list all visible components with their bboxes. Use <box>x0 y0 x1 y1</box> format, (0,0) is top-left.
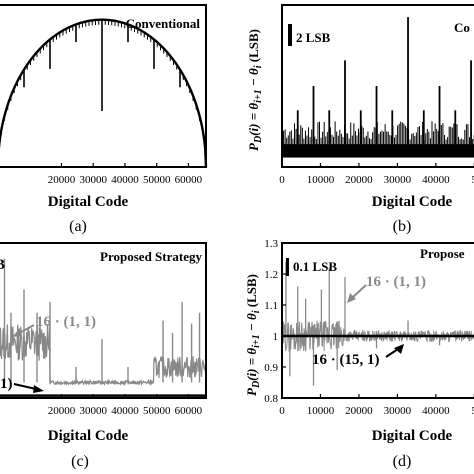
panel-b-xtick-label: 20000 <box>345 174 373 186</box>
panel-c: 20000 30000 40000 50000 60000 Proposed Strat… <box>0 242 207 444</box>
caption-b: (b) <box>393 218 412 235</box>
panel-d-xtick-label: 30000 <box>384 405 412 417</box>
panel-b-scale-label: 2 LSB <box>296 30 331 45</box>
panel-c-grey-series <box>0 324 207 387</box>
panel-b-frame <box>281 4 474 168</box>
panel-d-xtick-label: 20000 <box>345 405 373 417</box>
panel-c-xticks: 20000 30000 40000 50000 60000 <box>48 394 203 417</box>
panel-d-xtick-label: 40000 <box>422 405 450 417</box>
panel-d-scale-bar <box>286 258 289 276</box>
panel-c-arrow-black-head <box>33 385 44 393</box>
panel-b-xtick-label: 0 <box>279 174 285 186</box>
panel-d-xticks: 0 10000 20000 30000 40000 5 <box>279 394 474 417</box>
panel-b-scale-bar <box>288 24 292 46</box>
panel-d-frame <box>281 242 474 399</box>
panel-b-xtick-label: 5 <box>472 174 474 186</box>
panel-d-arrow-black <box>385 348 399 358</box>
panel-d-arrow-grey-head <box>347 293 356 303</box>
panel-b-ylabel: PD(i) = θi+1 − θi (LSB) <box>246 29 264 151</box>
panel-c-xtick-label: 40000 <box>111 405 139 417</box>
panel-a-envelope <box>0 18 208 168</box>
panel-c-arrow-grey-head <box>12 328 22 337</box>
panel-d-ytick-label: 0.8 <box>264 393 278 405</box>
panel-a-xtick-label: 20000 <box>48 174 76 186</box>
panel-d-xtick-label: 10000 <box>307 405 335 417</box>
panel-b: 0 10000 20000 30000 40000 5 2 LSB Co Digital … <box>246 4 474 210</box>
panel-d-scale-label: 0.1 LSB <box>293 259 337 274</box>
panel-d-ytick-label: 1.1 <box>264 300 278 312</box>
panel-a-xtick-label: 60000 <box>175 174 203 186</box>
panel-c-arrow-black <box>13 383 37 390</box>
panel-b-xtick-label: 30000 <box>384 174 412 186</box>
panel-b-bars <box>282 17 474 158</box>
panel-d-ytick-label: 1.3 <box>264 238 278 250</box>
panel-d-arrow-black-head <box>394 344 404 354</box>
panel-d-title: Propose <box>420 246 465 261</box>
panel-b-title: Co <box>454 20 470 35</box>
caption-c: (c) <box>71 453 89 470</box>
panel-d-annotation-black: 16 · (15, 1) <box>312 352 380 368</box>
panel-c-xlabel: Digital Code <box>48 428 129 444</box>
panel-c-corner-fragment: B <box>0 257 5 273</box>
panel-d-xtick-label: 5 <box>472 405 474 417</box>
panel-d-ytick-label: 0.9 <box>264 362 278 374</box>
panel-c-annotation-grey: 16 · (1, 1) <box>36 314 96 330</box>
panel-a-frame <box>0 4 207 168</box>
panel-d-ylabel: PD(i) = θi+1 − θi (LSB) <box>244 274 262 396</box>
panel-c-xtick-label: 20000 <box>48 405 76 417</box>
panel-d-ytick-label: 1.2 <box>264 269 278 281</box>
panel-a-xticks: 20000 30000 40000 50000 60000 <box>48 163 203 186</box>
panel-c-xtick-label: 30000 <box>79 405 107 417</box>
panel-b-xlabel: Digital Code <box>372 194 453 210</box>
caption-a: (a) <box>69 218 87 235</box>
panel-c-series <box>0 258 207 397</box>
panel-b-xticks: 0 10000 20000 30000 40000 5 <box>279 163 474 186</box>
panel-d: 0100002000030000400005 0.80.911.11.21.3 … <box>244 238 474 444</box>
panel-d-xlabel: Digital Code <box>372 428 453 444</box>
panel-a-title: Conventional <box>126 16 201 31</box>
panel-c-xtick-label: 60000 <box>175 405 203 417</box>
panel-b-baseline-band <box>282 144 474 158</box>
panel-a-xtick-label: 50000 <box>143 174 171 186</box>
panel-d-series <box>281 261 474 386</box>
panel-a-xtick-label: 30000 <box>79 174 107 186</box>
panel-d-ytick-label: 1 <box>273 331 279 343</box>
panel-c-frame <box>0 242 207 399</box>
panel-a-curve <box>0 18 208 168</box>
panel-c-annotation-black: 1) <box>0 376 13 392</box>
panel-d-xtick-label: 0 <box>279 405 285 417</box>
panel-c-xtick-label: 50000 <box>143 405 171 417</box>
panel-a-xtick-label: 40000 <box>111 174 139 186</box>
panel-d-grey-series <box>281 320 474 352</box>
panel-d-yticks: 0.8 0.9 1 1.1 1.2 1.3 <box>264 238 286 405</box>
panel-a: 20000 30000 40000 50000 60000 Conventional D… <box>0 4 208 210</box>
panel-d-arrow-grey <box>351 284 367 299</box>
panel-a-xlabel: Digital Code <box>48 194 129 210</box>
panel-b-xtick-label: 40000 <box>422 174 450 186</box>
panel-c-title: Proposed Strategy <box>100 249 202 264</box>
panel-b-xtick-label: 10000 <box>307 174 335 186</box>
caption-d: (d) <box>393 453 412 470</box>
panel-d-annotation-grey: 16 · (1, 1) <box>366 274 426 290</box>
